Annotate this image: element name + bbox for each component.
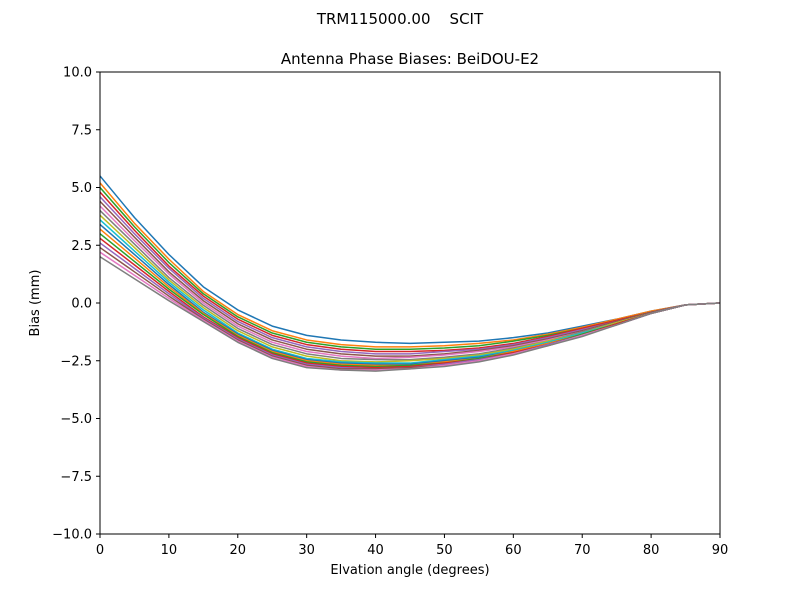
y-tick-label: −7.5 xyxy=(60,470,92,485)
series-line-6 xyxy=(99,200,721,357)
x-tick-label: 60 xyxy=(505,543,522,558)
chart-title: Antenna Phase Biases: BeiDOU-E2 xyxy=(281,50,539,68)
series-line-2 xyxy=(99,182,721,348)
y-tick-label: −2.5 xyxy=(60,354,92,369)
x-tick-label: 30 xyxy=(298,543,315,558)
x-axis: 0 10 20 30 40 50 60 70 80 90 xyxy=(96,534,728,558)
series-layer xyxy=(99,175,721,372)
figure-suptitle: TRM115000.00 SCIT xyxy=(316,10,484,28)
x-tick-label: 40 xyxy=(367,543,384,558)
x-tick-label: 70 xyxy=(574,543,591,558)
x-tick-label: 80 xyxy=(643,543,660,558)
y-tick-label: 5.0 xyxy=(71,181,92,196)
y-axis: 10.0 7.5 5.0 2.5 0.0 −2.5 −5.0 −7.5 −10.0 xyxy=(52,66,100,543)
y-tick-label: −5.0 xyxy=(60,412,92,427)
series-line-18 xyxy=(99,256,721,372)
x-tick-label: 0 xyxy=(96,543,104,558)
series-line-9 xyxy=(99,214,721,363)
x-tick-label: 10 xyxy=(161,543,178,558)
series-line-4 xyxy=(99,191,721,353)
x-tick-label: 90 xyxy=(712,543,729,558)
y-axis-label: Bias (mm) xyxy=(28,270,43,337)
y-tick-label: 10.0 xyxy=(63,66,92,81)
x-tick-label: 20 xyxy=(230,543,247,558)
y-tick-label: −10.0 xyxy=(52,528,92,543)
x-axis-label: Elvation angle (degrees) xyxy=(330,563,489,578)
y-tick-label: 0.0 xyxy=(71,297,92,312)
plot-area xyxy=(99,71,721,535)
y-tick-label: 7.5 xyxy=(71,123,92,138)
x-tick-label: 50 xyxy=(436,543,453,558)
series-line-14 xyxy=(99,237,721,369)
y-tick-label: 2.5 xyxy=(71,239,92,254)
